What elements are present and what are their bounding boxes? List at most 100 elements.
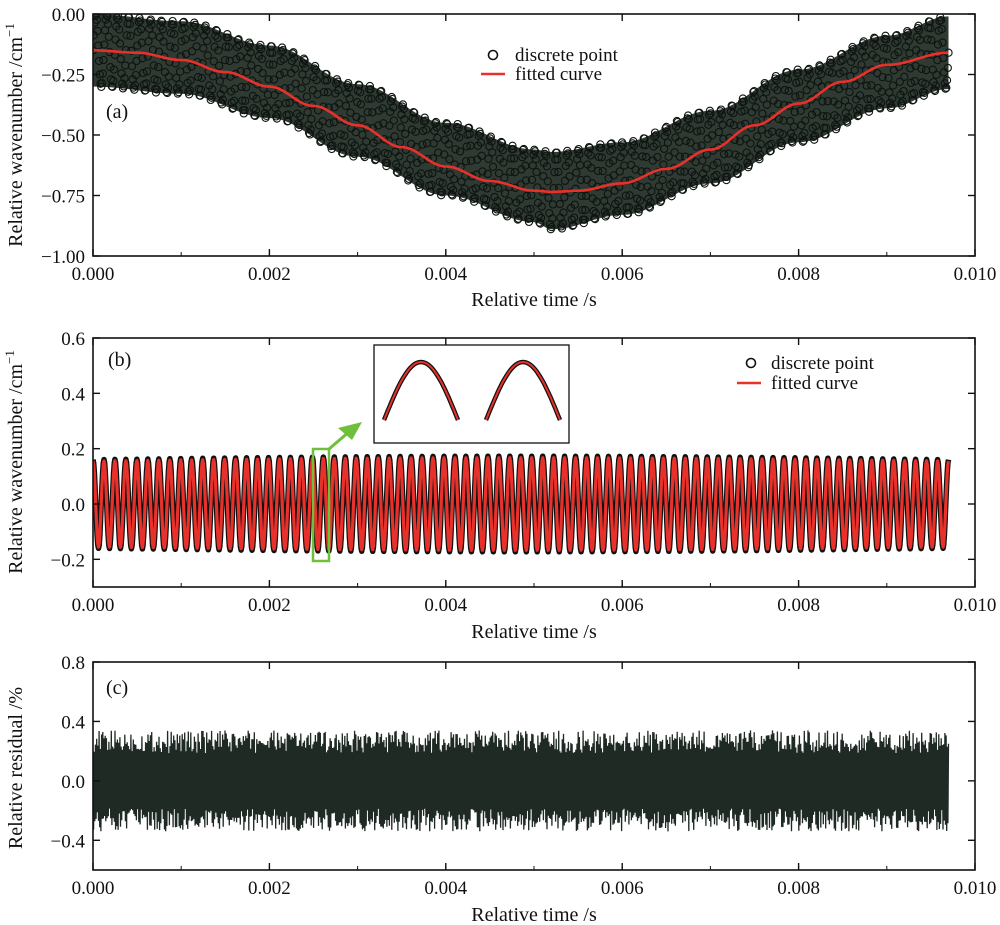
discrete-point [306,125,315,134]
discrete-point [925,17,934,26]
discrete-point [838,55,847,65]
discrete-point [681,136,691,146]
discrete-point [301,76,311,86]
discrete-point [97,79,107,88]
discrete-point [506,167,515,176]
discrete-point [347,138,357,147]
discrete-point [174,87,183,97]
discrete-point [655,192,664,202]
discrete-point [750,92,760,101]
discrete-point [93,14,100,20]
discrete-point [99,55,108,65]
discrete-point [494,184,503,193]
x-tick-label: 0.006 [601,595,644,616]
discrete-point [109,65,119,74]
discrete-point [256,44,266,54]
discrete-point [163,83,173,92]
discrete-point [793,65,802,74]
discrete-point [202,26,211,35]
discrete-point [242,67,251,77]
x-tick-label: 0.010 [954,264,997,285]
discrete-point [637,167,646,176]
discrete-point [336,130,345,139]
discrete-point [719,150,729,159]
legend-label: fitted curve [771,373,858,394]
discrete-point [196,91,205,100]
discrete-point [756,150,765,159]
discrete-point [344,83,354,93]
discrete-point [291,79,300,88]
discrete-point [319,87,329,97]
discrete-point [175,80,184,89]
discrete-point [839,67,848,76]
discrete-point [735,152,744,161]
discrete-point [503,212,512,221]
discrete-point [279,55,288,64]
discrete-point [187,62,196,71]
discrete-point [149,61,158,70]
discrete-point [431,119,440,128]
discrete-point [477,151,486,160]
discrete-point [478,167,487,176]
discrete-point [345,94,354,103]
discrete-point [749,87,758,97]
discrete-point [508,141,517,150]
discrete-point [515,195,525,204]
discrete-point [729,109,738,118]
discrete-point [199,44,208,53]
discrete-point [250,111,259,120]
discrete-point [427,180,436,190]
discrete-point [465,129,474,139]
discrete-point [689,179,699,188]
discrete-point [888,94,897,103]
discrete-point [219,85,228,94]
discrete-point [389,103,398,112]
discrete-point [374,121,383,130]
discrete-point [380,135,389,144]
discrete-point [812,107,821,117]
discrete-point [252,94,261,103]
discrete-point [810,135,819,144]
discrete-point [845,87,854,97]
discrete-point [701,164,711,173]
y-tick-label: −1.00 [41,247,85,268]
discrete-point [550,168,559,177]
discrete-point [558,219,567,228]
discrete-point [881,31,890,40]
discrete-point [536,213,546,223]
discrete-point [481,201,490,211]
discrete-point [615,167,624,176]
discrete-point [193,72,203,82]
discrete-point [522,191,531,201]
discrete-point [440,150,449,159]
discrete-point [759,94,768,104]
discrete-point [115,39,125,48]
discrete-point [733,169,742,179]
discrete-point [515,207,524,216]
discrete-point [905,49,914,58]
inset-fitted-curve [485,360,561,421]
discrete-point [804,64,814,74]
discrete-point [310,61,320,71]
discrete-point [512,209,522,218]
discrete-point [297,84,306,93]
discrete-point [791,92,800,101]
discrete-point [656,196,666,205]
discrete-point [509,154,519,163]
discrete-point [500,173,509,182]
discrete-point [559,208,568,217]
discrete-point [931,81,940,90]
discrete-point [197,73,206,83]
discrete-point [843,113,853,122]
discrete-point [906,64,915,73]
discrete-point [94,56,104,66]
discrete-point [603,189,612,199]
discrete-point [822,123,831,133]
discrete-point [897,101,907,110]
discrete-point [920,88,929,97]
discrete-point [208,72,218,81]
discrete-point [295,112,305,121]
discrete-point [398,100,408,109]
discrete-point [241,83,251,92]
